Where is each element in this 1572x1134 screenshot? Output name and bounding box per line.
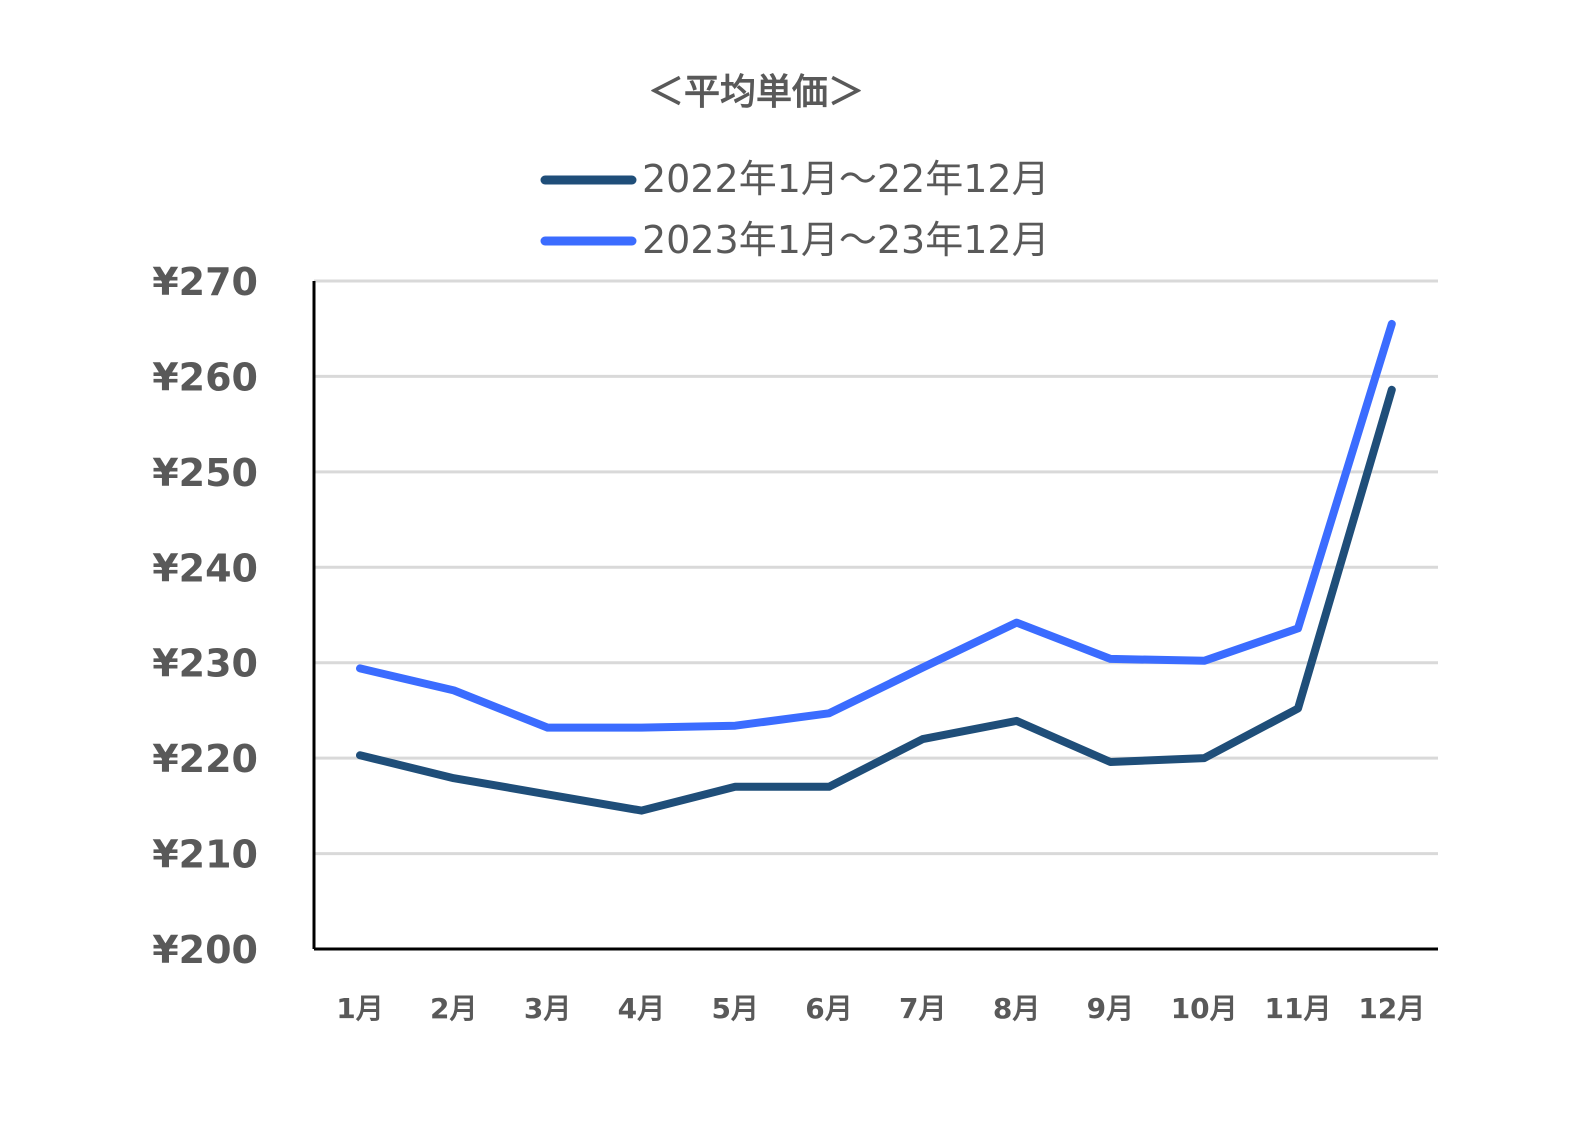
x-tick-label: 10月 — [1171, 992, 1238, 1025]
y-tick-label: ¥260 — [152, 355, 258, 399]
legend-label-2022: 2022年1月～22年12月 — [642, 157, 1050, 201]
x-tick-label: 9月 — [1087, 992, 1134, 1025]
y-tick-label: ¥210 — [152, 833, 258, 877]
y-tick-label: ¥250 — [152, 451, 258, 495]
x-axis-ticks: 1月 2月 3月 4月 5月 6月 7月 8月 9月 10月 11月 12月 — [336, 992, 1425, 1025]
axes — [312, 281, 1438, 951]
x-tick-label: 7月 — [899, 992, 946, 1025]
y-tick-label: ¥200 — [152, 928, 258, 972]
x-tick-label: 3月 — [524, 992, 571, 1025]
x-tick-label: 4月 — [618, 992, 665, 1025]
series-line-0 — [356, 385, 1396, 815]
series-line-1 — [356, 319, 1396, 732]
legend-label-2023: 2023年1月～23年12月 — [642, 218, 1050, 262]
chart-title: ＜平均単価＞ — [648, 72, 864, 113]
x-tick-label: 6月 — [805, 992, 852, 1025]
x-tick-label: 2月 — [430, 992, 477, 1025]
x-tick-label: 8月 — [993, 992, 1040, 1025]
y-tick-label: ¥220 — [152, 737, 258, 781]
gridlines — [314, 279, 1438, 856]
y-tick-label: ¥240 — [152, 546, 258, 590]
x-tick-label: 1月 — [336, 992, 383, 1025]
x-tick-label: 5月 — [711, 992, 758, 1025]
y-tick-label: ¥270 — [152, 260, 258, 304]
x-tick-label: 11月 — [1265, 992, 1332, 1025]
y-axis-ticks: ¥200 ¥210 ¥220 ¥230 ¥240 ¥250 ¥260 ¥270 — [152, 260, 258, 972]
x-tick-label: 12月 — [1358, 992, 1425, 1025]
legend: 2022年1月～22年12月 2023年1月～23年12月 — [540, 157, 1050, 262]
series-lines — [356, 319, 1396, 815]
y-tick-label: ¥230 — [152, 642, 258, 686]
